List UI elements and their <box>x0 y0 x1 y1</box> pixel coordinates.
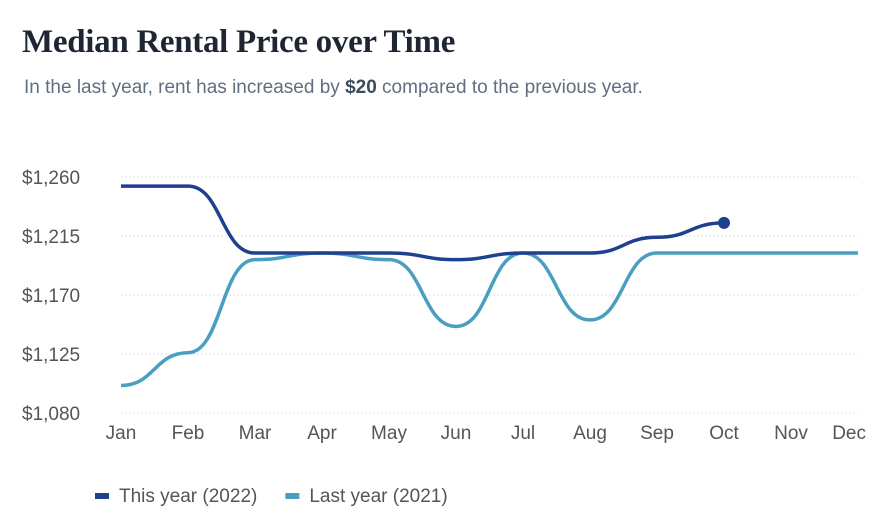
series-line <box>120 251 858 388</box>
chart-title: Median Rental Price over Time <box>22 24 456 60</box>
x-tick-label: Jun <box>441 423 472 444</box>
y-tick-label: $1,260 <box>22 168 80 189</box>
subtitle-text: compared to the previous year. <box>376 77 643 98</box>
subtitle: In the last year, rent has increased by … <box>24 77 643 99</box>
x-tick-label: Feb <box>172 423 205 444</box>
legend-swatch <box>95 493 109 499</box>
end-point <box>718 216 730 229</box>
x-tick-label: Oct <box>709 423 739 444</box>
x-tick-label: Apr <box>307 423 337 444</box>
subtitle-text: In the last year, rent has increased by <box>24 77 346 98</box>
series-line <box>121 184 725 262</box>
x-tick-label: Sep <box>640 423 674 444</box>
y-tick-label: $1,125 <box>22 345 80 366</box>
x-tick-label: Mar <box>239 423 272 444</box>
x-tick-label: Jan <box>106 423 137 444</box>
x-tick-label: Jul <box>511 423 535 444</box>
y-tick-label: $1,080 <box>22 404 80 425</box>
legend-label: This year (2022) <box>119 486 257 507</box>
x-tick-label: Aug <box>573 423 607 444</box>
x-tick-label: Dec <box>832 423 866 444</box>
legend-swatch <box>285 493 300 499</box>
y-tick-label: $1,215 <box>22 227 80 248</box>
y-tick-label: $1,170 <box>22 286 80 307</box>
legend-label: Last year (2021) <box>309 486 447 507</box>
x-tick-label: May <box>371 423 407 444</box>
x-tick-label: Nov <box>774 423 808 444</box>
subtitle-highlight: $20 <box>345 77 377 98</box>
